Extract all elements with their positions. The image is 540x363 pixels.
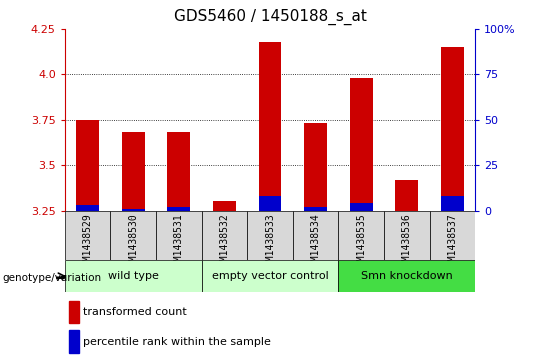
Bar <box>384 211 430 260</box>
Bar <box>259 42 281 211</box>
Bar <box>247 211 293 260</box>
Text: GSM1438530: GSM1438530 <box>128 213 138 272</box>
Bar <box>304 207 327 211</box>
Text: GDS5460 / 1450188_s_at: GDS5460 / 1450188_s_at <box>173 9 367 25</box>
Text: transformed count: transformed count <box>83 307 187 317</box>
Text: empty vector control: empty vector control <box>212 271 328 281</box>
Bar <box>167 207 190 211</box>
Bar <box>69 330 79 353</box>
Text: GSM1438529: GSM1438529 <box>83 213 92 272</box>
Text: Smn knockdown: Smn knockdown <box>361 271 453 281</box>
Text: GSM1438534: GSM1438534 <box>310 213 321 272</box>
Bar <box>304 123 327 211</box>
Bar <box>395 180 418 211</box>
Bar <box>441 47 464 211</box>
Text: GSM1438536: GSM1438536 <box>402 213 412 272</box>
Bar <box>339 211 384 260</box>
Text: GSM1438531: GSM1438531 <box>174 213 184 272</box>
Text: GSM1438537: GSM1438537 <box>448 213 457 272</box>
Bar <box>69 301 79 323</box>
Bar <box>441 196 464 211</box>
Bar <box>65 260 201 292</box>
Text: wild type: wild type <box>108 271 159 281</box>
Text: percentile rank within the sample: percentile rank within the sample <box>83 337 271 347</box>
Bar <box>122 132 145 211</box>
Bar <box>213 201 236 211</box>
Bar <box>430 211 475 260</box>
Text: GSM1438533: GSM1438533 <box>265 213 275 272</box>
Bar <box>167 132 190 211</box>
Bar <box>259 196 281 211</box>
Bar <box>65 211 110 260</box>
Bar <box>350 78 373 211</box>
Bar <box>76 205 99 211</box>
Text: GSM1438535: GSM1438535 <box>356 213 366 272</box>
Bar <box>293 211 339 260</box>
Bar <box>201 260 339 292</box>
Bar <box>156 211 201 260</box>
Text: GSM1438532: GSM1438532 <box>219 213 230 272</box>
Bar <box>76 120 99 211</box>
Bar <box>350 203 373 211</box>
Bar <box>122 209 145 211</box>
Bar <box>201 211 247 260</box>
Bar <box>110 211 156 260</box>
Bar <box>339 260 475 292</box>
Text: genotype/variation: genotype/variation <box>3 273 102 283</box>
